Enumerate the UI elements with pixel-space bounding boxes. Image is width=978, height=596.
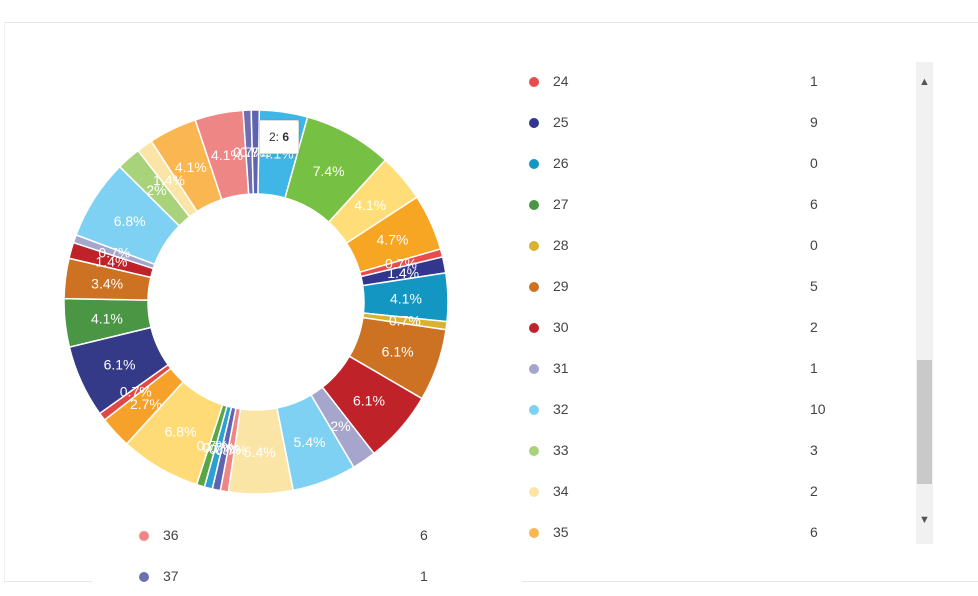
slice-label-15: 0.7% xyxy=(215,442,247,458)
legend-dot-icon xyxy=(529,528,539,538)
legend-label: 37 xyxy=(163,568,179,584)
donut-slice-1[interactable] xyxy=(250,109,261,195)
slice-label-18: 0.7% xyxy=(197,438,229,454)
legend-value: 6 xyxy=(810,196,818,212)
legend-dot-icon xyxy=(529,241,539,251)
slice-label-33: 2% xyxy=(146,182,166,198)
legend-dot-icon xyxy=(529,405,539,415)
legend-dot-icon xyxy=(529,118,539,128)
slice-label-6: 0.7% xyxy=(385,256,417,272)
chart-panel xyxy=(4,22,978,582)
legend-item-28[interactable]: 28 0 xyxy=(529,236,829,256)
slice-label-36: 4.1% xyxy=(211,147,243,163)
legend-dot-icon xyxy=(139,531,149,541)
slice-label-32: 6.8% xyxy=(114,213,146,229)
slice-label-8: 4.1% xyxy=(390,290,422,306)
legend-label: 36 xyxy=(163,527,179,543)
legend-value: 6 xyxy=(420,527,428,543)
legend-item-30[interactable]: 30 2 xyxy=(529,318,829,338)
slice-label-29: 3.4% xyxy=(91,276,123,292)
legend-value: 9 xyxy=(810,114,818,130)
legend-value: 3 xyxy=(810,442,818,458)
legend-label: 28 xyxy=(553,237,569,253)
slice-label-34: 1.4% xyxy=(153,172,185,188)
slice-label-5: 4.7% xyxy=(376,232,408,248)
tooltip-value: 6 xyxy=(282,130,290,144)
legend-dot-icon xyxy=(529,77,539,87)
tooltip-label: 2: xyxy=(268,130,279,144)
slice-label-20: 2.7% xyxy=(130,396,162,412)
legend-item-25[interactable]: 25 9 xyxy=(529,113,829,133)
legend-label: 31 xyxy=(553,360,569,376)
legend-label: 30 xyxy=(553,319,569,335)
legend-dot-icon xyxy=(529,200,539,210)
slice-label-22: 6.1% xyxy=(104,356,136,372)
legend-dot-icon xyxy=(529,446,539,456)
donut-chart: 4.1%7.4%4.1%4.7%0.7%1.4%4.1%0.7%6.1%6.1%… xyxy=(63,109,449,495)
slice-label-3: 7.4% xyxy=(313,163,345,179)
chart-tooltip: 2: 6 xyxy=(259,120,299,154)
slice-label-35: 4.1% xyxy=(175,159,207,175)
legend-label: 27 xyxy=(553,196,569,212)
slice-label-4: 4.1% xyxy=(354,197,386,213)
legend-dot-icon xyxy=(529,487,539,497)
legend-value: 0 xyxy=(810,155,818,171)
slice-label-14: 5.4% xyxy=(244,444,276,460)
legend-label: 24 xyxy=(553,73,569,89)
legend-dot-icon xyxy=(529,159,539,169)
legend-value: 0 xyxy=(810,237,818,253)
legend-item-24[interactable]: 24 1 xyxy=(529,72,829,92)
legend-lower: 36 6 37 1 xyxy=(92,520,522,596)
legend-item-34[interactable]: 34 2 xyxy=(529,482,829,502)
scroll-up-icon[interactable]: ▲ xyxy=(919,76,930,88)
slice-label-30: 1.4% xyxy=(96,254,128,270)
slice-label-31: 0.7% xyxy=(98,245,130,261)
slice-label-21: 0.7% xyxy=(120,384,152,400)
legend-item-29[interactable]: 29 5 xyxy=(529,277,829,297)
legend-label: 35 xyxy=(553,524,569,540)
legend-item-32[interactable]: 32 10 xyxy=(529,400,829,420)
legend-value: 1 xyxy=(810,73,818,89)
slice-label-11: 6.1% xyxy=(353,393,385,409)
scroll-down-icon[interactable]: ▼ xyxy=(919,514,930,526)
legend-label: 29 xyxy=(553,278,569,294)
legend-label: 32 xyxy=(553,401,569,417)
legend-item-27[interactable]: 27 6 xyxy=(529,195,829,215)
legend-value: 5 xyxy=(810,278,818,294)
legend-dot-icon xyxy=(529,282,539,292)
legend-item-35[interactable]: 35 6 xyxy=(529,523,829,543)
slice-label-13: 5.4% xyxy=(294,434,326,450)
legend-item-36[interactable]: 36 6 xyxy=(139,526,439,546)
legend-label: 25 xyxy=(553,114,569,130)
slice-label-10: 6.1% xyxy=(382,343,414,359)
legend-label: 26 xyxy=(553,155,569,171)
legend-item-33[interactable]: 33 3 xyxy=(529,441,829,461)
slice-label-17: 0.7% xyxy=(203,439,235,455)
legend-item-31[interactable]: 31 1 xyxy=(529,359,829,379)
legend-value: 1 xyxy=(810,360,818,376)
legend-item-26[interactable]: 26 0 xyxy=(529,154,829,174)
legend-dot-icon xyxy=(529,323,539,333)
slice-label-7: 1.4% xyxy=(387,265,419,281)
slice-label-19: 6.8% xyxy=(165,424,197,440)
slice-label-16: 0.7% xyxy=(209,441,241,457)
legend-value: 2 xyxy=(810,483,818,499)
legend-scrollbar[interactable]: ▲ ▼ xyxy=(916,62,933,544)
legend-value: 6 xyxy=(810,524,818,540)
legend-label: 33 xyxy=(553,442,569,458)
legend-value: 1 xyxy=(420,568,428,584)
legend-value: 10 xyxy=(810,401,826,417)
slice-label-37: 0.7% xyxy=(233,144,265,160)
scroll-thumb[interactable] xyxy=(917,360,932,484)
legend-item-37[interactable]: 37 1 xyxy=(139,567,439,587)
slice-label-23: 4.1% xyxy=(91,310,123,326)
legend-label: 34 xyxy=(553,483,569,499)
legend-dot-icon xyxy=(529,364,539,374)
slice-label-9: 0.7% xyxy=(389,312,421,328)
slice-label-12: 2% xyxy=(330,418,350,434)
legend-value: 2 xyxy=(810,319,818,335)
legend-dot-icon xyxy=(139,572,149,582)
